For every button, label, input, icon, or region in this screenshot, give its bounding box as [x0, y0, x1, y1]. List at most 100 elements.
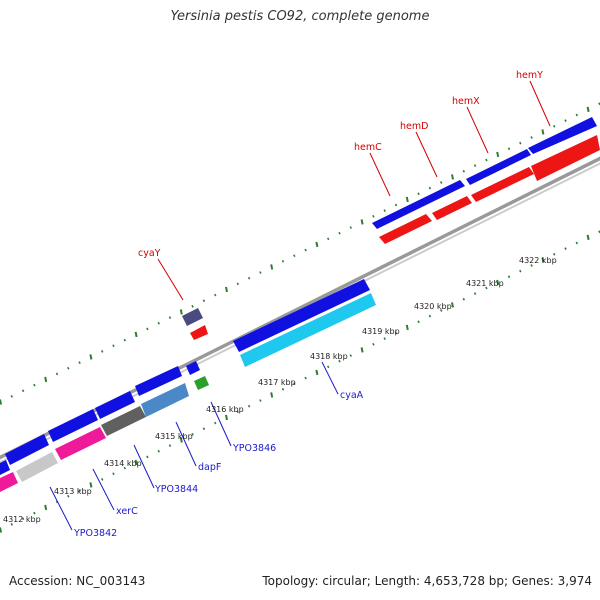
gene-arrow-left-a[interactable]	[5, 434, 49, 465]
tick-mark	[33, 383, 36, 387]
tick-mark	[383, 337, 386, 341]
gene-arrow-cyaY-inner[interactable]	[190, 325, 208, 340]
gene-arrow-hemC-outer[interactable]	[372, 180, 465, 229]
tick-mark	[575, 241, 579, 245]
tick-mark	[21, 517, 25, 521]
tick-mark	[541, 257, 545, 263]
gene-label-cyaY[interactable]: cyaY	[138, 248, 161, 259]
gene-arrow-left-b[interactable]	[16, 452, 58, 482]
tick-mark	[485, 286, 488, 290]
tick-mark	[462, 297, 466, 301]
leader-line	[321, 361, 339, 395]
tick-mark	[191, 304, 194, 308]
tick-mark	[112, 472, 115, 476]
tick-labels: 4312 kbp 4313 kbp 4314 kbp 4315 kbp 4316 kbp…	[3, 256, 557, 524]
tick-mark	[67, 494, 70, 498]
gene-arrow-dapF[interactable]	[194, 376, 209, 390]
tick-mark	[360, 347, 364, 353]
tick-mark	[519, 141, 522, 145]
tick-label: 4319 kbp	[362, 327, 400, 336]
gene-arrow-left-c[interactable]	[0, 472, 18, 492]
gene-label-YPO3842[interactable]: YPO3842	[73, 528, 117, 539]
tick-mark	[451, 174, 454, 180]
tick-mark	[394, 203, 398, 207]
gene-label-hemY[interactable]: hemY	[516, 70, 543, 81]
tick-mark	[123, 338, 127, 342]
gene-label-hemC[interactable]: hemC	[354, 142, 382, 153]
tick-mark	[507, 275, 511, 279]
tick-mark	[372, 214, 375, 218]
tick-mark	[225, 286, 228, 293]
tick-mark	[293, 254, 296, 258]
gene-arrow-hemX-inner[interactable]	[471, 167, 534, 202]
tick-mark	[33, 511, 36, 515]
leader-line	[210, 401, 232, 447]
tick-mark	[451, 302, 454, 308]
tick-mark	[383, 209, 386, 213]
gene-label-YPO3846[interactable]: YPO3846	[232, 443, 276, 454]
gene-label-dapF[interactable]: dapF	[198, 462, 221, 473]
tick-mark	[100, 477, 104, 481]
tick-mark	[0, 527, 2, 533]
topology-summary: Topology: circular; Length: 4,653,728 bp…	[262, 574, 592, 588]
leader-line	[92, 468, 115, 511]
gene-label-hemD[interactable]: hemD	[400, 121, 428, 132]
gene-arrow-hemC-inner[interactable]	[379, 214, 432, 244]
tick-mark	[326, 237, 330, 241]
tick-mark	[168, 316, 172, 319]
label-leaders	[49, 80, 551, 531]
tick-mark	[259, 271, 262, 274]
gene-arrow-hemD-inner[interactable]	[432, 196, 472, 220]
tick-mark	[338, 231, 341, 235]
tick-label: 4318 kbp	[310, 352, 348, 361]
accession-text: Accession: NC_003143	[9, 574, 146, 588]
leader-line	[157, 258, 184, 301]
gene-label-hemX[interactable]: hemX	[452, 96, 480, 107]
tick-mark	[304, 248, 307, 252]
tick-mark	[586, 106, 590, 113]
leader-line	[415, 131, 438, 178]
gene-label-YPO3844[interactable]: YPO3844	[154, 484, 198, 495]
gene-arrow-cyaA-outer[interactable]	[233, 279, 370, 352]
reverse-strand-row	[0, 279, 376, 492]
tick-mark	[372, 342, 375, 346]
gene-arrow-hemY-outer[interactable]	[528, 117, 597, 154]
gene-arrow-hemY-inner[interactable]	[531, 135, 600, 181]
gene-arrow-xerC-outer[interactable]	[95, 391, 135, 419]
tick-label: 4312 kbp	[3, 515, 41, 524]
tick-label: 4322 kbp	[519, 256, 557, 265]
tick-mark	[405, 196, 409, 203]
tick-mark	[349, 226, 353, 229]
tick-mark	[428, 186, 432, 190]
gene-label-cyaA[interactable]: cyaA	[340, 390, 364, 401]
gene-labels: cyaY hemC hemD hemX hemY YPO3842 xerC YPO3844da…	[73, 70, 543, 539]
map-title: Yersinia pestis CO92, complete genome	[170, 9, 430, 24]
tick-mark	[304, 376, 307, 380]
forward-strand-row-outer	[182, 117, 600, 340]
gene-arrow-YPO3846[interactable]	[186, 361, 200, 375]
gene-arrow-cyaY-outer[interactable]	[182, 308, 203, 326]
tick-mark	[67, 366, 70, 370]
tick-mark	[473, 292, 477, 296]
gene-arrow-YPO3842-inner[interactable]	[55, 427, 106, 460]
tick-mark	[439, 181, 443, 184]
tick-mark	[519, 269, 522, 273]
gene-arrow-YPO3844-outer[interactable]	[135, 366, 182, 396]
tick-mark	[247, 276, 251, 280]
tick-mark	[496, 279, 500, 286]
tick-mark	[315, 369, 319, 376]
tick-mark	[202, 299, 206, 303]
gene-arrow-cyaA-inner[interactable]	[240, 293, 376, 367]
gene-arrow-hemD-outer[interactable]	[466, 149, 531, 185]
gene-arrow-left-d[interactable]	[0, 460, 10, 475]
tick-mark	[270, 392, 274, 398]
leader-line	[369, 152, 391, 197]
tick-mark	[417, 192, 420, 196]
gene-arrow-YPO3844-inner[interactable]	[141, 383, 189, 417]
tick-label: 4313 kbp	[54, 487, 92, 496]
tick-mark	[89, 482, 93, 488]
gene-arrow-xerC-inner[interactable]	[101, 406, 146, 436]
gene-label-xerC[interactable]: xerC	[116, 506, 138, 517]
tick-mark	[213, 293, 217, 297]
gene-arrow-YPO3842-outer[interactable]	[48, 409, 98, 442]
